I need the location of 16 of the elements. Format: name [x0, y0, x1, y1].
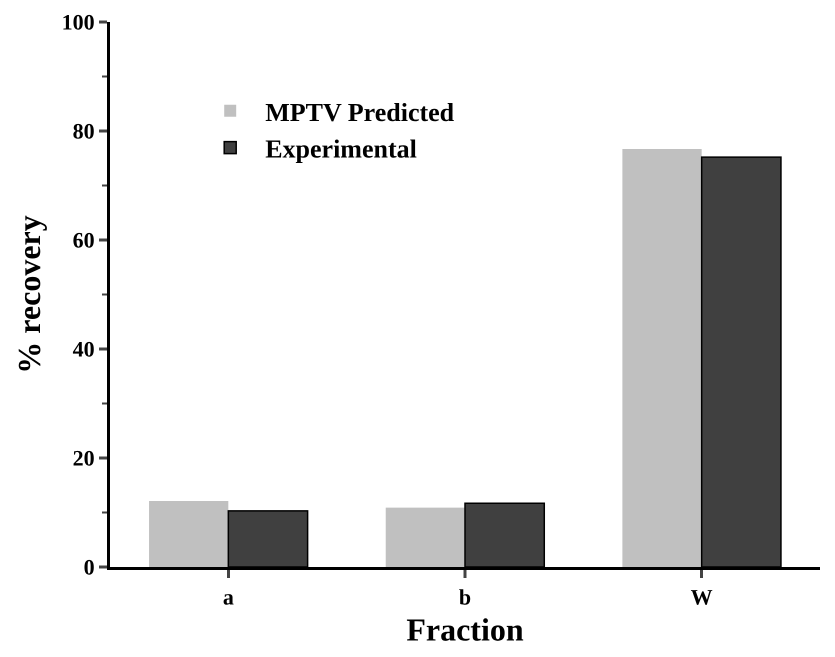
- y-axis-title: % recovery: [10, 215, 47, 374]
- y-tick-label: 60: [72, 228, 95, 253]
- x-axis-title: Fraction: [406, 611, 524, 648]
- x-tick-label: b: [458, 584, 472, 610]
- y-tick-label: 0: [84, 554, 95, 580]
- bar: [622, 148, 702, 567]
- x-tick-label: a: [222, 584, 234, 610]
- y-tick-label: 40: [72, 336, 95, 362]
- y-tick-label: 100: [62, 10, 95, 35]
- bar: [386, 508, 465, 567]
- bar: [149, 501, 228, 567]
- y-tick-label: 20: [72, 446, 95, 471]
- y-tick-label: 80: [72, 118, 95, 144]
- legend-label: MPTV Predicted: [265, 98, 455, 127]
- legend-label: Experimental: [265, 134, 417, 164]
- x-tick-label: W: [690, 584, 713, 610]
